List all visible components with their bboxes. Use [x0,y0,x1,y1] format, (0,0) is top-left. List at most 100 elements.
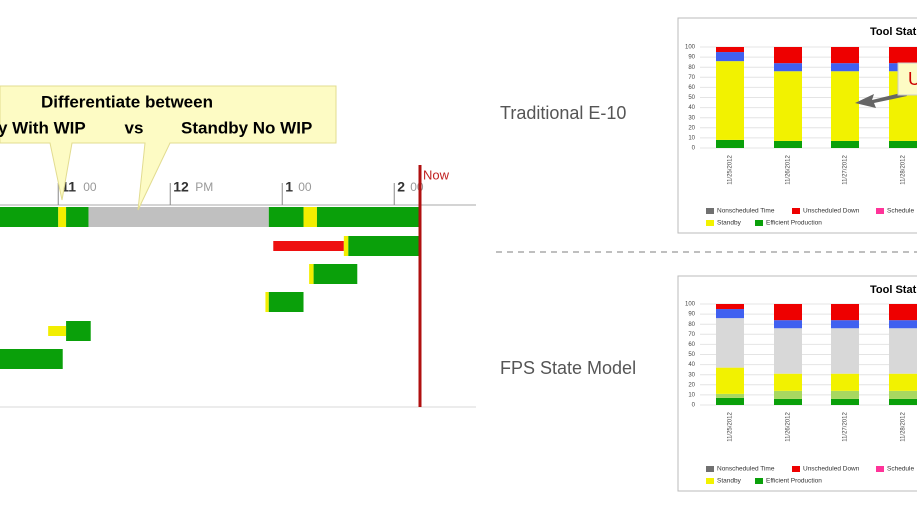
y-tick-label: 0 [692,403,696,409]
legend-label: Schedule [887,208,914,215]
y-tick-label: 20 [688,125,695,131]
y-tick-label: 100 [685,302,696,308]
bar-segment [716,61,744,140]
y-tick-label: 90 [688,312,695,318]
chart: Tool Stat 0 10 20 30 40 50 60 70 80 90 100 11/25/201… [677,17,917,234]
y-tick-label: 100 [685,45,696,51]
bar-segment [774,140,802,148]
x-tick-label: 2 [397,179,405,195]
bar-segment [716,309,744,319]
legend-swatch [792,208,800,214]
x-tick-label: 11/28/2012 [901,412,907,442]
x-tick-label: 11/25/2012 [728,412,734,442]
legend-swatch [876,208,884,214]
bar-segment [774,320,802,329]
bar-segment [831,63,859,72]
x-tick-label: 11/26/2012 [786,155,792,185]
bar-segment [889,398,917,405]
bar-segment [831,47,859,64]
x-tick-label: 11/27/2012 [843,412,849,442]
bar-segment [774,47,802,64]
arrow [855,92,907,108]
bar-segment [889,328,917,374]
bar-segment [716,367,744,394]
gantt-segment [268,207,304,227]
y-tick-label: 50 [688,352,695,358]
legend-label: Nonscheduled Time [717,208,775,215]
callout: Differentiate between y With WIP vs Stan… [0,85,337,211]
bar-segment [774,63,802,72]
x-tick-label: 11/28/2012 [901,155,907,185]
annotation: U [908,69,917,89]
gantt-segment [303,207,317,227]
x-tick-label: 11/27/2012 [843,155,849,185]
gantt-segment [265,292,269,312]
callout-text: Standby No WIP [181,118,312,137]
gantt-segment [0,207,59,227]
y-tick-label: 60 [688,342,695,348]
bar-segment [716,393,744,398]
chart-title: Tool Stat [870,26,917,38]
bar-segment [716,304,744,310]
x-tick-sub: 00 [83,180,97,194]
bar-segment [774,398,802,405]
legend-swatch [706,466,714,472]
bar-segment [831,373,859,391]
bar-segment [831,140,859,148]
label: Traditional E-10 [500,103,626,123]
legend-label: Standby [717,220,742,227]
y-tick-label: 10 [688,392,695,398]
callout-title: Differentiate between [41,92,213,111]
gantt-segment [343,236,349,256]
bar-segment [889,373,917,391]
bar-segment [831,304,859,321]
gantt-segment [348,236,419,256]
bar-segment [889,320,917,329]
bar-segment [831,390,859,399]
x-tick-label: 12 [173,179,189,195]
legend-swatch [706,220,714,226]
legend-label: Efficient Production [766,478,822,485]
annotation-box [897,62,917,96]
bar-segment [716,52,744,62]
gantt-segment [313,264,358,284]
y-tick-label: 50 [688,95,695,101]
legend-label: Efficient Production [766,220,822,227]
y-tick-label: 80 [688,322,695,328]
gantt-segment [309,264,314,284]
callout-text: y With WIP [0,118,86,137]
bar-segment [774,390,802,399]
legend-swatch [755,220,763,226]
bar-segment [774,304,802,321]
legend-label: Standby [717,478,742,485]
y-tick-label: 10 [688,135,695,141]
bar-segment [831,320,859,329]
bar-segment [774,373,802,391]
legend-swatch [876,466,884,472]
gantt-segment [66,321,91,341]
legend-swatch [755,478,763,484]
legend-label: Schedule [887,466,914,473]
bar-segment [716,47,744,53]
label: FPS State Model [500,358,636,378]
x-tick-sub: 00 [298,180,312,194]
gantt-segment [273,241,344,251]
legend-label: Unscheduled Down [803,466,860,473]
y-tick-label: 70 [688,332,695,338]
x-tick-label: 1 [285,179,293,195]
bar-segment [716,318,744,368]
y-tick-label: 20 [688,382,695,388]
bar-segment [774,328,802,374]
gantt-segment [316,207,420,227]
bar-segment [889,47,917,64]
x-tick-sub: PM [195,180,213,194]
legend-swatch [706,208,714,214]
gantt-segment [66,207,89,227]
legend-swatch [706,478,714,484]
gantt-segment [88,207,269,227]
callout-box [0,85,337,211]
bar-segment [831,398,859,405]
